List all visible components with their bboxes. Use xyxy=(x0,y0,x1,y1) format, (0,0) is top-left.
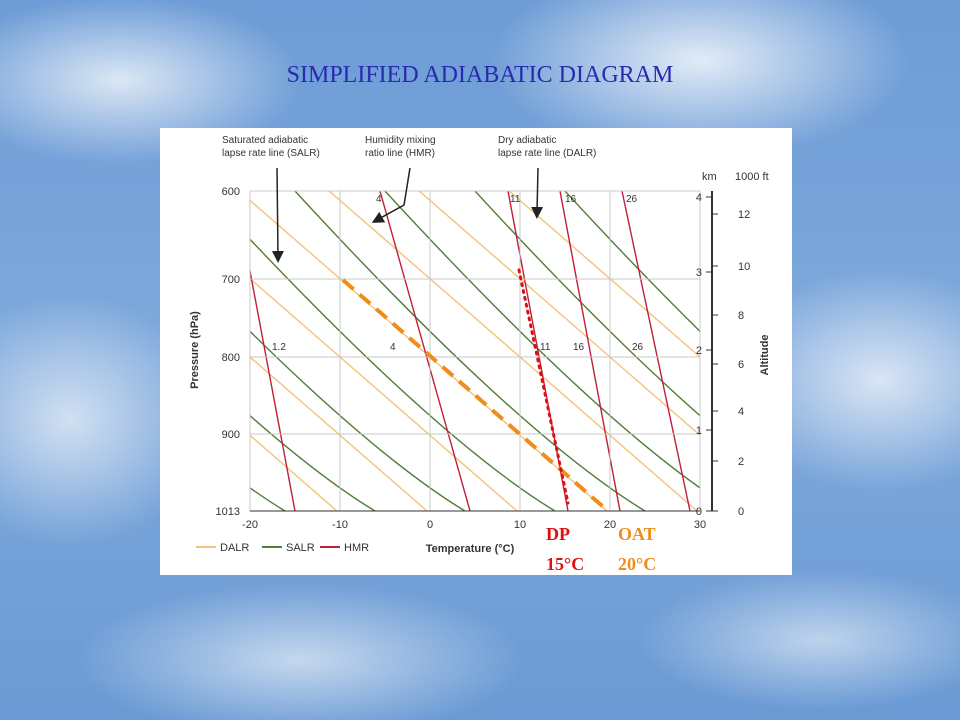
hmr-label: 16 xyxy=(565,194,577,205)
annotation-text: lapse rate line (SALR) xyxy=(222,148,320,159)
salr-line xyxy=(250,330,466,511)
legend-label: HMR xyxy=(344,542,369,554)
ft-tick-label: 10 xyxy=(738,261,750,273)
callout-value: 20°C xyxy=(618,554,656,574)
ft-tick-label: 4 xyxy=(738,406,744,418)
ft-tick-label: 0 xyxy=(738,506,744,518)
pressure-tick-label: 1013 xyxy=(216,506,240,518)
hmr-label: 1.2 xyxy=(272,342,286,353)
hmr-label: 4 xyxy=(376,194,382,205)
annotation-text: Saturated adiabatic xyxy=(222,135,308,146)
km-tick-label: 3 xyxy=(696,267,702,279)
hmr-line xyxy=(250,267,296,511)
dalr-line xyxy=(418,191,700,437)
temperature-axis-label: Temperature (°C) xyxy=(426,543,515,555)
legend-label: SALR xyxy=(286,542,315,554)
km-tick-label: 0 xyxy=(696,506,702,518)
salr-line xyxy=(384,191,700,489)
annotation-text: ratio line (HMR) xyxy=(365,148,435,159)
pressure-tick-label: 800 xyxy=(222,352,240,364)
dalr-line xyxy=(0,91,157,511)
annotation-text: Dry adiabatic xyxy=(498,135,556,146)
hmr-label: 11 xyxy=(540,342,551,353)
legend-label: DALR xyxy=(220,542,249,554)
salr-line xyxy=(0,91,105,511)
ft-tick-label: 6 xyxy=(738,359,744,371)
temperature-tick-label: -20 xyxy=(242,519,258,531)
pressure-tick-label: 600 xyxy=(222,186,240,198)
slide-title: SIMPLIFIED ADIABATIC DIAGRAM xyxy=(287,62,674,88)
callout-value: 15°C xyxy=(546,554,584,574)
dp-trace xyxy=(517,268,570,505)
hmr-label: 26 xyxy=(632,342,644,353)
salr-line xyxy=(474,191,700,417)
annotation-text: lapse rate line (DALR) xyxy=(498,148,596,159)
temperature-tick-label: -10 xyxy=(332,519,348,531)
annotation-text: Humidity mixing xyxy=(365,135,436,146)
salr-line xyxy=(250,414,376,511)
dalr-line xyxy=(250,277,518,511)
km-unit: km xyxy=(702,171,717,183)
temperature-tick-label: 30 xyxy=(694,519,706,531)
ft-tick-label: 12 xyxy=(738,209,750,221)
hmr-label: 11 xyxy=(510,194,521,205)
ft-tick-label: 2 xyxy=(738,456,744,468)
km-tick-label: 1 xyxy=(696,425,702,437)
pressure-tick-label: 900 xyxy=(222,429,240,441)
annotation-arrow xyxy=(271,167,284,263)
dalr-line xyxy=(250,356,428,511)
hmr-label: 26 xyxy=(626,194,638,205)
temperature-tick-label: 0 xyxy=(427,519,433,531)
salr-line xyxy=(294,191,646,511)
hmr-label: 4 xyxy=(390,342,396,353)
callout-label: OAT xyxy=(618,524,656,544)
pressure-axis-label: Pressure (hPa) xyxy=(189,311,201,389)
dalr-line xyxy=(250,434,338,511)
dalr-line xyxy=(508,191,700,358)
plot-area xyxy=(0,91,700,511)
km-tick-label: 2 xyxy=(696,345,702,357)
hmr-label: 16 xyxy=(573,342,585,353)
annotation-arrow xyxy=(531,167,544,219)
annotation-arrow xyxy=(371,167,411,223)
ft-tick-label: 8 xyxy=(738,310,744,322)
dalr-line xyxy=(0,91,67,511)
km-tick-label: 4 xyxy=(696,192,702,204)
salr-line xyxy=(250,238,556,511)
temperature-tick-label: 20 xyxy=(604,519,616,531)
temperature-tick-label: 10 xyxy=(514,519,526,531)
hmr-line xyxy=(621,191,691,511)
ft-unit: 1000 ft xyxy=(735,171,769,183)
hmr-line xyxy=(379,191,471,511)
callout-label: DP xyxy=(546,524,570,544)
dalr-line xyxy=(328,191,698,511)
oat-trace xyxy=(341,278,610,513)
pressure-tick-label: 700 xyxy=(222,274,240,286)
altitude-axis-label: Altitude xyxy=(759,335,771,376)
